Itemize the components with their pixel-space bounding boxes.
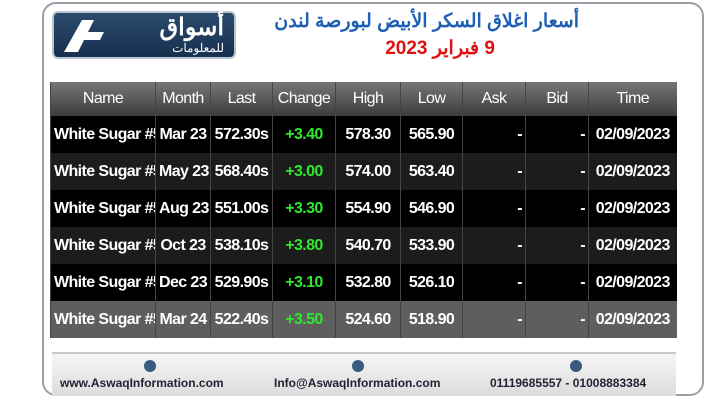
column-header: Ask [462, 82, 526, 116]
table-cell: Oct 23 [155, 227, 211, 264]
table-cell: 563.40 [400, 153, 463, 190]
table-cell: 551.00s [210, 190, 273, 227]
table-cell: 522.40s [210, 301, 273, 338]
table-cell: 538.10s [210, 227, 273, 264]
logo-title: أسواق [159, 14, 224, 41]
table-cell: 526.10 [400, 264, 463, 301]
column-header: Bid [525, 82, 589, 116]
table-cell: White Sugar #5 [50, 190, 156, 227]
table-cell: - [462, 301, 526, 338]
column-header: Low [400, 82, 463, 116]
table-cell: 546.90 [400, 190, 463, 227]
column-header: High [335, 82, 401, 116]
table-cell: - [525, 190, 589, 227]
table-cell: 02/09/2023 [588, 301, 677, 338]
column-header: Name [50, 82, 156, 116]
email: Info@AswaqInformation.com [274, 376, 441, 390]
table-cell: White Sugar #5 [50, 153, 156, 190]
table-cell: White Sugar #5 [50, 301, 156, 338]
table-cell: - [462, 264, 526, 301]
table-cell: 524.60 [335, 301, 401, 338]
table-cell: White Sugar #5 [50, 116, 156, 153]
table-row: White Sugar #5 May 23 568.40s +3.00 574.00 56… [50, 153, 677, 190]
header-row: Name Month Last Change High Low Ask Bid Time [50, 82, 677, 116]
table-cell: 02/09/2023 [588, 264, 677, 301]
table-cell: +3.30 [272, 190, 336, 227]
logo: أسواق للمعلومات [52, 11, 236, 59]
web-icon [144, 360, 156, 372]
website: www.AswaqInformation.com [60, 376, 224, 390]
table-cell: 02/09/2023 [588, 227, 677, 264]
column-header: Month [155, 82, 211, 116]
table-cell: +3.10 [272, 264, 336, 301]
table-cell: - [525, 116, 589, 153]
table-cell: Dec 23 [155, 264, 211, 301]
table-cell: +3.00 [272, 153, 336, 190]
table-cell: 518.90 [400, 301, 463, 338]
phone-icon [570, 360, 582, 372]
column-header: Last [210, 82, 273, 116]
table-cell: White Sugar #5 [50, 264, 156, 301]
table-cell: - [525, 153, 589, 190]
table-cell: 572.30s [210, 116, 273, 153]
table-cell: - [525, 264, 589, 301]
table-cell: - [462, 190, 526, 227]
table-cell: +3.50 [272, 301, 336, 338]
table-cell: 533.90 [400, 227, 463, 264]
table-cell: Mar 24 [155, 301, 211, 338]
logo-icon [64, 20, 104, 52]
table-cell: - [462, 116, 526, 153]
table-row: White Sugar #5 Mar 24 522.40s +3.50 524.60 51… [50, 301, 677, 338]
table-cell: - [462, 227, 526, 264]
table-row: White Sugar #5 Oct 23 538.10s +3.80 540.70 53… [50, 227, 677, 264]
table-cell: 578.30 [335, 116, 401, 153]
table-row: White Sugar #5 Dec 23 529.90s +3.10 532.80 52… [50, 264, 677, 301]
table-cell: - [525, 301, 589, 338]
table-cell: 02/09/2023 [588, 153, 677, 190]
table-cell: - [462, 153, 526, 190]
date: 9 فبراير 2023 [385, 38, 495, 59]
footer: www.AswaqInformation.com Info@AswaqInfor… [52, 352, 676, 396]
table-cell: +3.80 [272, 227, 336, 264]
column-header: Change [272, 82, 336, 116]
table-cell: 02/09/2023 [588, 190, 677, 227]
table-cell: May 23 [155, 153, 211, 190]
mail-icon [352, 360, 364, 372]
table-cell: 532.80 [335, 264, 401, 301]
table-cell: +3.40 [272, 116, 336, 153]
table-cell: 574.00 [335, 153, 401, 190]
phone: 01119685557 - 01008883384 [490, 376, 647, 390]
table-cell: 02/09/2023 [588, 116, 677, 153]
logo-subtitle: للمعلومات [172, 41, 224, 55]
table-cell: 565.90 [400, 116, 463, 153]
table-cell: Aug 23 [155, 190, 211, 227]
table-cell: - [525, 227, 589, 264]
price-table: Name Month Last Change High Low Ask Bid Time Whit… [50, 82, 677, 338]
table-cell: White Sugar #5 [50, 227, 156, 264]
table-cell: 554.90 [335, 190, 401, 227]
table-row: White Sugar #5 Mar 23 572.30s +3.40 578.30 56… [50, 116, 677, 153]
table-cell: 529.90s [210, 264, 273, 301]
title: أسعار اغلاق السكر الأبيض لبورصة لندن [274, 11, 579, 32]
table-cell: 540.70 [335, 227, 401, 264]
table-cell: 568.40s [210, 153, 273, 190]
table-row: White Sugar #5 Aug 23 551.00s +3.30 554.90 54… [50, 190, 677, 227]
table-cell: Mar 23 [155, 116, 211, 153]
column-header: Time [588, 82, 677, 116]
